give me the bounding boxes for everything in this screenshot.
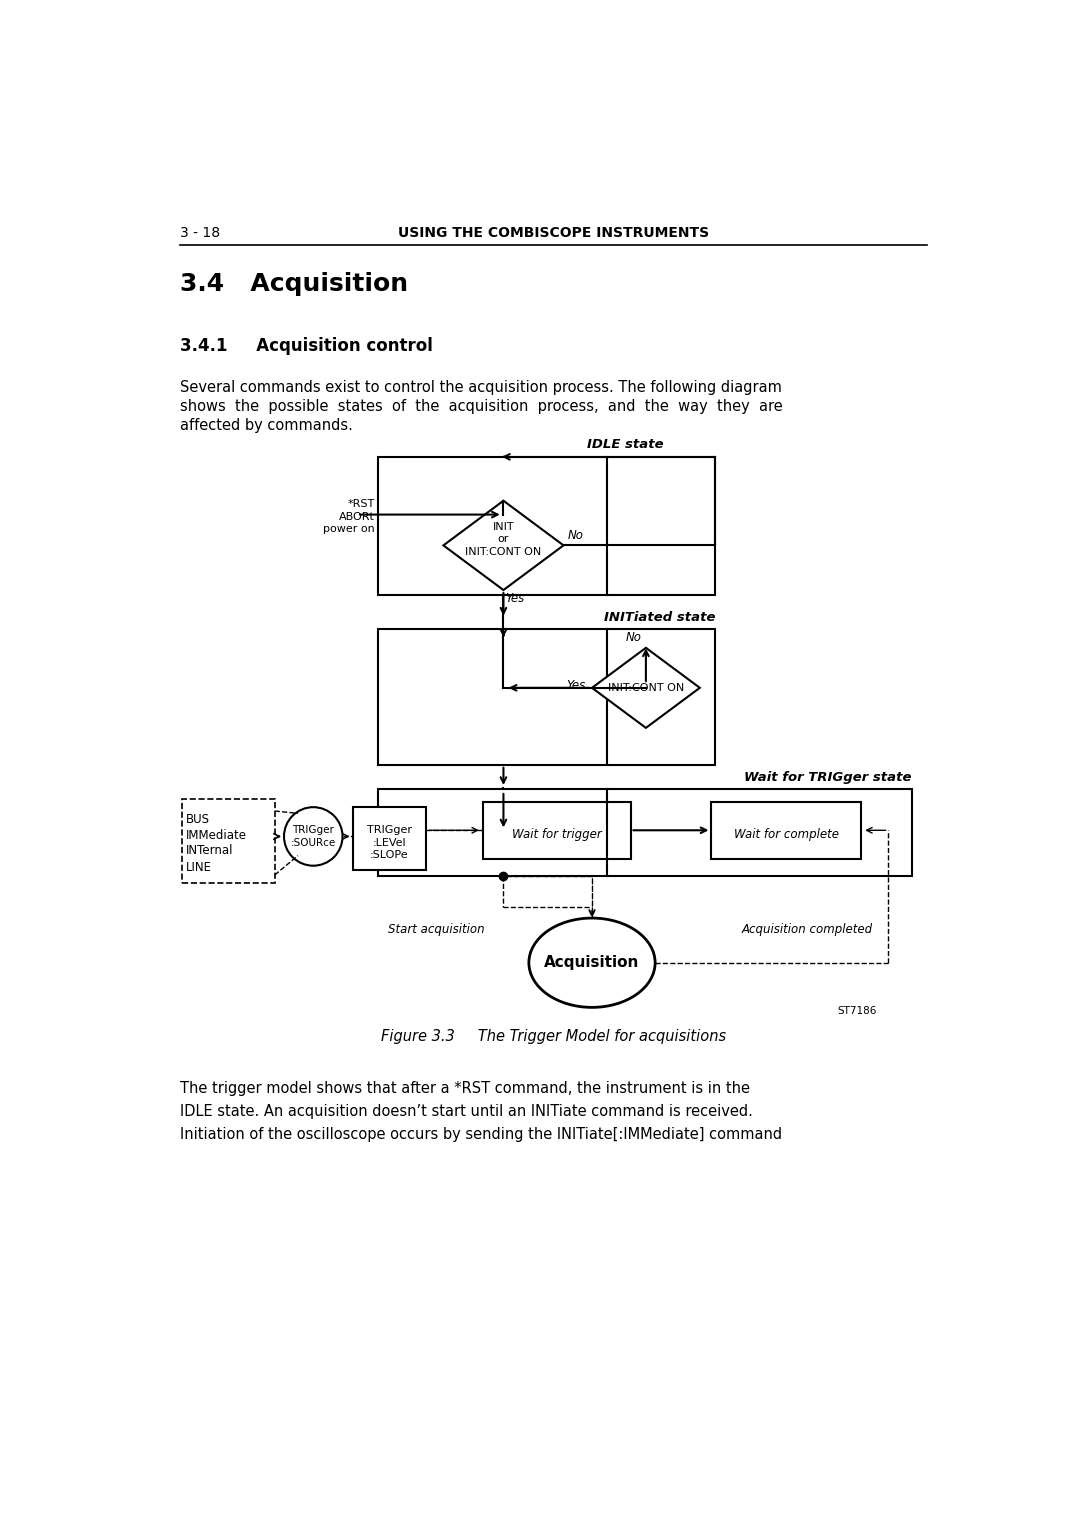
Text: Yes: Yes (567, 679, 585, 691)
Text: Figure 3.3     The Trigger Model for acquisitions: Figure 3.3 The Trigger Model for acquisi… (381, 1029, 726, 1044)
Polygon shape (444, 500, 564, 590)
Bar (181, 800, 274, 882)
Text: Several commands exist to control the acquisition process. The following diagram: Several commands exist to control the ac… (180, 379, 782, 394)
Text: *RST
ABORt
power on: *RST ABORt power on (323, 498, 375, 534)
Text: IMMediate: IMMediate (186, 829, 246, 842)
Text: The trigger model shows that after a *RST command, the instrument is in the: The trigger model shows that after a *RS… (180, 1081, 750, 1096)
Text: Acquisition completed: Acquisition completed (742, 922, 873, 936)
Text: Acquisition: Acquisition (544, 956, 639, 971)
Text: 3.4   Acquisition: 3.4 Acquisition (180, 272, 408, 297)
Polygon shape (592, 648, 700, 728)
Text: IDLE state: IDLE state (588, 437, 663, 451)
Text: IDLE state. An acquisition doesn’t start until an INITiate command is received.: IDLE state. An acquisition doesn’t start… (180, 1104, 753, 1119)
Circle shape (284, 807, 342, 865)
Text: Start acquisition: Start acquisition (388, 922, 485, 936)
Ellipse shape (529, 917, 656, 1008)
Text: Wait for TRIGger state: Wait for TRIGger state (744, 771, 912, 784)
Bar (378, 457, 715, 595)
Bar (353, 807, 427, 870)
Text: INTernal: INTernal (186, 844, 233, 858)
Text: No: No (626, 631, 642, 644)
Text: 3.4.1     Acquisition control: 3.4.1 Acquisition control (180, 338, 433, 355)
Text: INIT:CONT ON: INIT:CONT ON (608, 683, 684, 693)
Text: INITiated state: INITiated state (604, 612, 715, 624)
Bar (712, 801, 862, 859)
Text: affected by commands.: affected by commands. (180, 419, 353, 433)
Text: BUS: BUS (186, 813, 210, 826)
Text: TRIGger
:LEVel
:SLOPe: TRIGger :LEVel :SLOPe (367, 826, 411, 859)
Text: 3 - 18: 3 - 18 (180, 226, 220, 240)
Text: INIT
or
INIT:CONT ON: INIT or INIT:CONT ON (465, 521, 541, 557)
Text: ST7186: ST7186 (837, 1006, 877, 1015)
Text: Initiation of the oscilloscope occurs by sending the INITiate[:IMMediate] comman: Initiation of the oscilloscope occurs by… (180, 1127, 782, 1142)
Bar (483, 801, 631, 859)
Text: TRIGger
:SOURce: TRIGger :SOURce (291, 826, 336, 847)
Bar (378, 628, 715, 764)
Text: USING THE COMBISCOPE INSTRUMENTS: USING THE COMBISCOPE INSTRUMENTS (397, 226, 710, 240)
Text: Wait for complete: Wait for complete (733, 827, 838, 841)
Text: LINE: LINE (186, 861, 212, 875)
Text: Yes: Yes (505, 592, 525, 604)
Text: Wait for trigger: Wait for trigger (512, 827, 602, 841)
Text: No: No (567, 529, 583, 541)
Bar (378, 789, 912, 876)
Text: shows  the  possible  states  of  the  acquisition  process,  and  the  way  the: shows the possible states of the acquisi… (180, 399, 783, 414)
